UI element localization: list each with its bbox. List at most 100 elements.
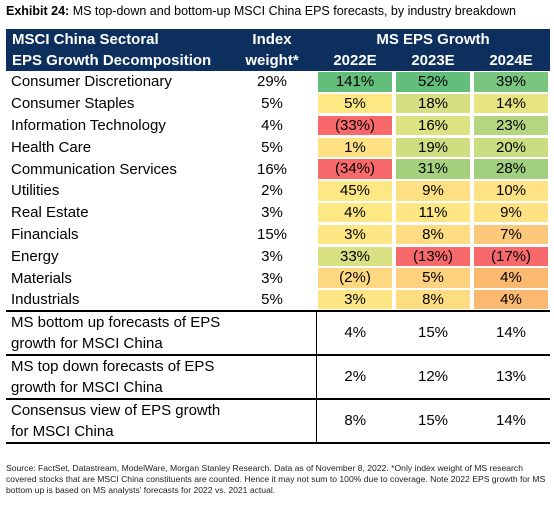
growth-cell: 141% <box>316 71 394 93</box>
growth-value: 10% <box>474 181 548 201</box>
growth-cell: (34%) <box>316 158 394 180</box>
growth-value: 1% <box>318 137 392 158</box>
growth-value: 28% <box>474 159 548 179</box>
header-sector-line2: EPS Growth Decomposition <box>6 50 228 71</box>
exhibit-number: Exhibit 24: <box>6 4 70 18</box>
growth-value: 20% <box>474 137 548 158</box>
growth-cell: (17%) <box>472 245 550 267</box>
summary-value: 8% <box>316 397 394 443</box>
growth-cell: 31% <box>394 158 472 180</box>
growth-value: 52% <box>396 72 470 92</box>
header-row-2: EPS Growth Decomposition weight* 2022E 2… <box>6 50 550 71</box>
summary-value: 12% <box>394 353 472 399</box>
sector-name: Real Estate <box>11 204 89 222</box>
growth-cell: 4% <box>472 289 550 311</box>
growth-cell: 5% <box>316 93 394 115</box>
index-weight: 15% <box>256 225 288 243</box>
sector-row: Information Technology 4% (33%) 16% 23% <box>6 115 550 137</box>
growth-cell: 4% <box>472 267 550 289</box>
summary-label-line2: for MSCI China <box>11 422 114 440</box>
growth-cell: 8% <box>394 224 472 246</box>
growth-cell: 11% <box>394 202 472 224</box>
growth-value: 141% <box>318 72 392 92</box>
header-year-2022: 2022E <box>316 50 394 71</box>
growth-cell: (13%) <box>394 245 472 267</box>
growth-value: (2%) <box>318 268 392 288</box>
growth-value: 45% <box>318 181 392 201</box>
index-weight: 5% <box>261 138 283 156</box>
growth-cell: 45% <box>316 180 394 202</box>
sector-name: Industrials <box>11 290 80 308</box>
growth-value: 9% <box>474 202 548 223</box>
header-growth-label: MS EPS Growth <box>316 29 550 50</box>
index-weight: 4% <box>261 116 283 134</box>
index-weight: 2% <box>261 182 283 200</box>
growth-value: 8% <box>396 289 470 310</box>
growth-cell: 16% <box>394 115 472 137</box>
growth-cell: (33%) <box>316 115 394 137</box>
sector-row: Health Care 5% 1% 19% 20% <box>6 136 550 158</box>
summary-value: 2% <box>316 353 394 399</box>
summary-label: MS bottom up forecasts of EPS growth for … <box>6 309 317 355</box>
growth-value: 11% <box>396 202 470 223</box>
growth-value: 3% <box>318 224 392 245</box>
index-weight: 5% <box>261 290 283 308</box>
index-weight: 3% <box>261 247 283 265</box>
growth-value: 5% <box>318 93 392 114</box>
summary-value: 15% <box>394 397 472 443</box>
growth-cell: 3% <box>316 224 394 246</box>
growth-value: 31% <box>396 159 470 179</box>
source-note: Source: FactSet, Datastream, ModelWare, … <box>6 463 546 495</box>
sector-row: Consumer Discretionary 29% 141% 52% 39% <box>6 71 550 93</box>
sector-row: Materials 3% (2%) 5% 4% <box>6 267 550 289</box>
growth-cell: 39% <box>472 71 550 93</box>
growth-value: (13%) <box>396 246 470 267</box>
sector-row: Industrials 5% 3% 8% 4% <box>6 289 550 311</box>
growth-value: 14% <box>474 93 548 114</box>
sector-name: Financials <box>11 225 79 243</box>
summary-row: MS bottom up forecasts of EPS growth for … <box>6 309 550 355</box>
summary-value: 4% <box>316 309 394 355</box>
growth-value: 3% <box>318 289 392 310</box>
summary-label-line2: growth for MSCI China <box>11 334 163 352</box>
summary-value: 13% <box>472 353 550 399</box>
header-row-1: MSCI China Sectoral Index MS EPS Growth <box>6 29 550 50</box>
sector-row: Consumer Staples 5% 5% 18% 14% <box>6 93 550 115</box>
growth-value: 5% <box>396 268 470 288</box>
index-weight: 16% <box>256 160 288 178</box>
growth-cell: 9% <box>472 202 550 224</box>
sector-row: Communication Services 16% (34%) 31% 28% <box>6 158 550 180</box>
growth-cell: 8% <box>394 289 472 311</box>
growth-value: 4% <box>318 202 392 223</box>
header-weight-line2: weight* <box>228 50 316 71</box>
summary-label: Consensus view of EPS growth for MSCI Chi… <box>6 397 317 443</box>
sector-name: Utilities <box>11 182 60 200</box>
growth-cell: 14% <box>472 93 550 115</box>
header-sector-line1: MSCI China Sectoral <box>6 29 228 50</box>
sector-name: Energy <box>11 247 59 265</box>
eps-growth-table: MSCI China Sectoral Index MS EPS Growth … <box>6 29 550 444</box>
header-year-2023: 2023E <box>394 50 472 71</box>
sector-name: Consumer Discretionary <box>11 73 172 91</box>
header-year-2024: 2024E <box>472 50 550 71</box>
growth-cell: 1% <box>316 136 394 158</box>
index-weight: 29% <box>256 73 288 91</box>
growth-cell: 3% <box>316 289 394 311</box>
growth-value: 33% <box>318 246 392 267</box>
growth-cell: (2%) <box>316 267 394 289</box>
sector-row: Real Estate 3% 4% 11% 9% <box>6 202 550 224</box>
growth-cell: 4% <box>316 202 394 224</box>
summary-value: 15% <box>394 309 472 355</box>
summary-value: 14% <box>472 309 550 355</box>
growth-cell: 5% <box>394 267 472 289</box>
growth-cell: 10% <box>472 180 550 202</box>
sector-name: Health Care <box>11 138 92 156</box>
growth-cell: 23% <box>472 115 550 137</box>
growth-cell: 18% <box>394 93 472 115</box>
growth-cell: 19% <box>394 136 472 158</box>
growth-cell: 52% <box>394 71 472 93</box>
index-weight: 3% <box>261 204 283 222</box>
sector-row: Financials 15% 3% 8% 7% <box>6 224 550 246</box>
growth-value: (17%) <box>474 246 548 267</box>
summary-label: MS top down forecasts of EPS growth for M… <box>6 353 317 399</box>
